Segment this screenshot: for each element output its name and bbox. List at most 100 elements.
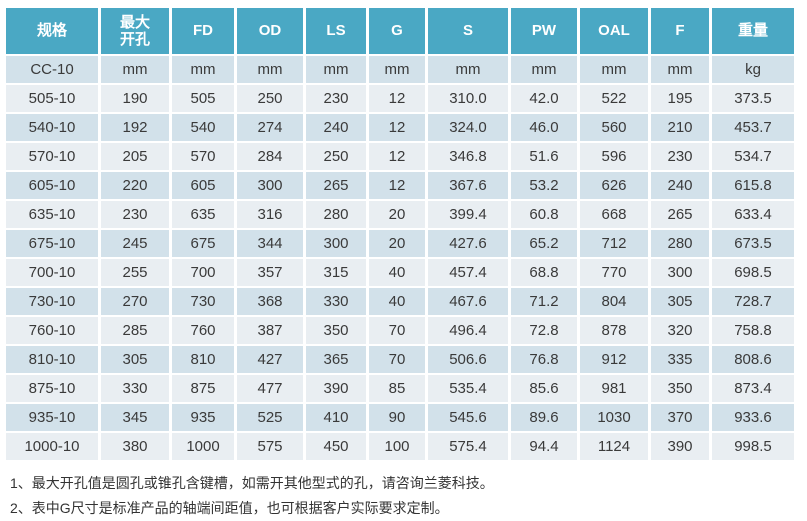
value-cell: 350	[306, 317, 366, 344]
value-cell: 76.8	[511, 346, 577, 373]
table-row: 1000-10 380 1000 575 450 100 575.4 94.4 1124 390 9…	[6, 433, 794, 460]
value-cell: 346.8	[428, 143, 508, 170]
value-cell: 575.4	[428, 433, 508, 460]
value-cell: mm	[237, 56, 303, 83]
value-cell: 205	[101, 143, 169, 170]
footnote-2: 2、表中G尺寸是标准产品的轴端间距值，也可根据客户实际要求定制。	[10, 500, 449, 516]
spec-cell: 570-10	[6, 143, 98, 170]
value-cell: 344	[237, 230, 303, 257]
value-cell: 265	[306, 172, 366, 199]
value-cell: 65.2	[511, 230, 577, 257]
table-row: 760-10 285 760 387 350 70 496.4 72.8 878 320 758.8	[6, 317, 794, 344]
value-cell: 698.5	[712, 259, 794, 286]
value-cell: 230	[651, 143, 709, 170]
table-row: 875-10 330 875 477 390 85 535.4 85.6 981 350 873.4	[6, 375, 794, 402]
value-cell: 365	[306, 346, 366, 373]
value-cell: 626	[580, 172, 648, 199]
value-cell: mm	[580, 56, 648, 83]
value-cell: 535.4	[428, 375, 508, 402]
value-cell: 373.5	[712, 85, 794, 112]
value-cell: 285	[101, 317, 169, 344]
value-cell: 575	[237, 433, 303, 460]
value-cell: 878	[580, 317, 648, 344]
value-cell: 933.6	[712, 404, 794, 431]
value-cell: 68.8	[511, 259, 577, 286]
value-cell: 505	[172, 85, 234, 112]
value-cell: 635	[172, 201, 234, 228]
value-cell: 570	[172, 143, 234, 170]
spec-cell: 730-10	[6, 288, 98, 315]
value-cell: 427.6	[428, 230, 508, 257]
value-cell: 240	[651, 172, 709, 199]
table-row: 605-10 220 605 300 265 12 367.6 53.2 626 240 615.8	[6, 172, 794, 199]
value-cell: 71.2	[511, 288, 577, 315]
value-cell: 712	[580, 230, 648, 257]
value-cell: 53.2	[511, 172, 577, 199]
value-cell: 90	[369, 404, 425, 431]
value-cell: 453.7	[712, 114, 794, 141]
table-row: 505-10 190 505 250 230 12 310.0 42.0 522 195 373.5	[6, 85, 794, 112]
value-cell: 210	[651, 114, 709, 141]
value-cell: 265	[651, 201, 709, 228]
value-cell: 390	[306, 375, 366, 402]
column-header: 规格	[6, 8, 98, 54]
value-cell: 981	[580, 375, 648, 402]
table-row: 730-10 270 730 368 330 40 467.6 71.2 804 305 728.7	[6, 288, 794, 315]
value-cell: 280	[306, 201, 366, 228]
value-cell: 72.8	[511, 317, 577, 344]
value-cell: 700	[172, 259, 234, 286]
value-cell: 675	[172, 230, 234, 257]
value-cell: 615.8	[712, 172, 794, 199]
value-cell: 315	[306, 259, 366, 286]
value-cell: 633.4	[712, 201, 794, 228]
value-cell: 300	[651, 259, 709, 286]
value-cell: 250	[237, 85, 303, 112]
spec-cell: 505-10	[6, 85, 98, 112]
value-cell: 316	[237, 201, 303, 228]
value-cell: 40	[369, 259, 425, 286]
value-cell: 370	[651, 404, 709, 431]
value-cell: 467.6	[428, 288, 508, 315]
spec-cell: 810-10	[6, 346, 98, 373]
value-cell: 320	[651, 317, 709, 344]
value-cell: 496.4	[428, 317, 508, 344]
value-cell: 270	[101, 288, 169, 315]
column-header: G	[369, 8, 425, 54]
column-header: OAL	[580, 8, 648, 54]
value-cell: mm	[651, 56, 709, 83]
spec-cell: CC-10	[6, 56, 98, 83]
value-cell: 605	[172, 172, 234, 199]
value-cell: 274	[237, 114, 303, 141]
value-cell: 810	[172, 346, 234, 373]
value-cell: 427	[237, 346, 303, 373]
value-cell: 758.8	[712, 317, 794, 344]
column-header: 最大 开孔	[101, 8, 169, 54]
value-cell: 195	[651, 85, 709, 112]
value-cell: 100	[369, 433, 425, 460]
column-header: FD	[172, 8, 234, 54]
value-cell: 60.8	[511, 201, 577, 228]
value-cell: 240	[306, 114, 366, 141]
value-cell: 245	[101, 230, 169, 257]
value-cell: 760	[172, 317, 234, 344]
column-header: S	[428, 8, 508, 54]
value-cell: 450	[306, 433, 366, 460]
value-cell: mm	[369, 56, 425, 83]
column-header: F	[651, 8, 709, 54]
value-cell: 310.0	[428, 85, 508, 112]
spec-cell: 700-10	[6, 259, 98, 286]
table-row: 700-10 255 700 357 315 40 457.4 68.8 770 300 698.5	[6, 259, 794, 286]
value-cell: 534.7	[712, 143, 794, 170]
value-cell: 596	[580, 143, 648, 170]
value-cell: 728.7	[712, 288, 794, 315]
value-cell: 192	[101, 114, 169, 141]
value-cell: 525	[237, 404, 303, 431]
value-cell: 335	[651, 346, 709, 373]
value-cell: 1000	[172, 433, 234, 460]
value-cell: 305	[651, 288, 709, 315]
value-cell: 12	[369, 172, 425, 199]
value-cell: 250	[306, 143, 366, 170]
coupling-spec-table: 规格 最大 开孔 FD OD LS G S PW OAL F 重量 CC-10 mm mm mm mm mm m…	[3, 6, 797, 462]
value-cell: 387	[237, 317, 303, 344]
spec-cell: 760-10	[6, 317, 98, 344]
